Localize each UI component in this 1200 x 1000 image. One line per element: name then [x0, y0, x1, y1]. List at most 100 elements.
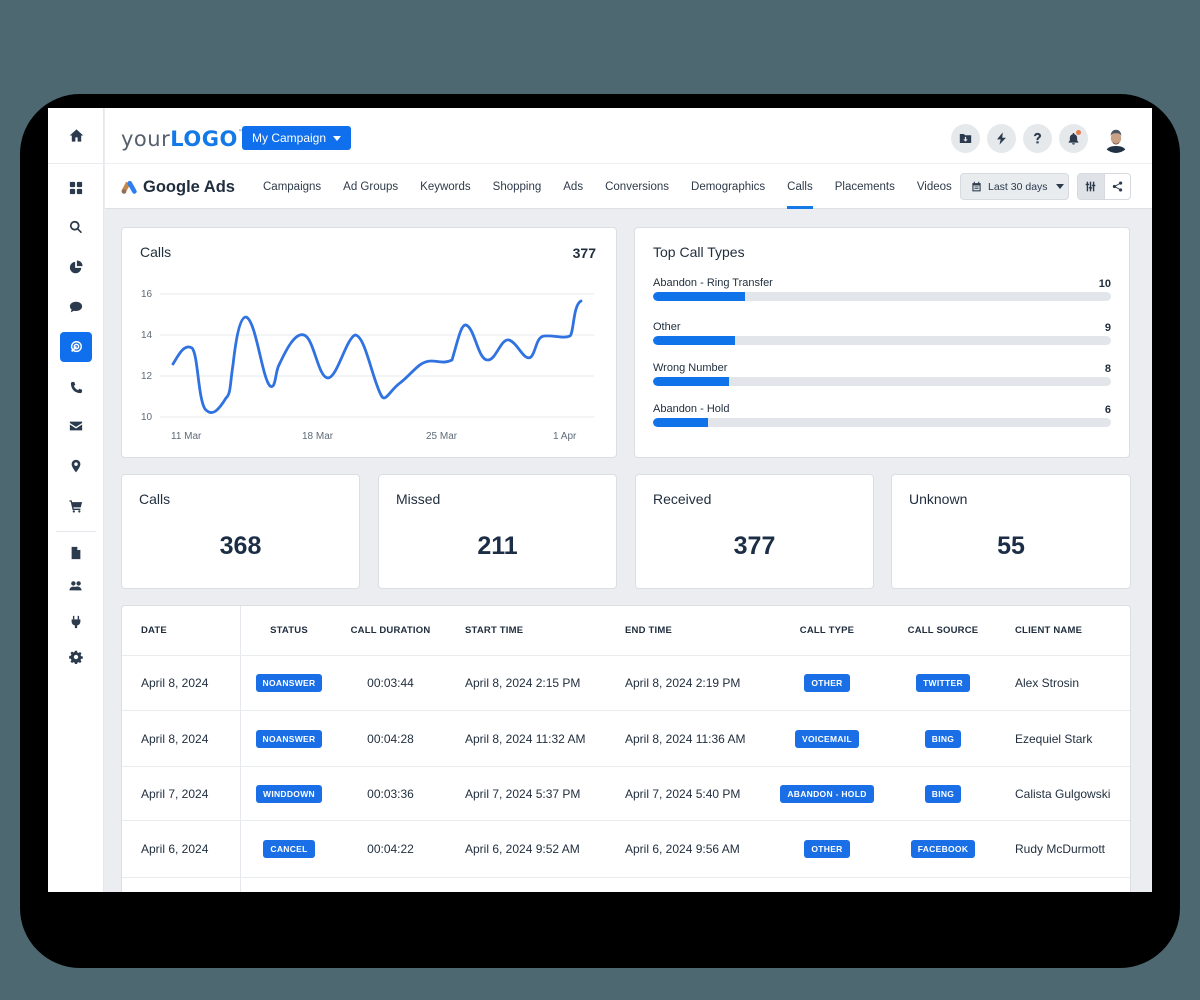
avatar-icon: [1102, 124, 1130, 153]
cell-date: April 7, 2024: [141, 786, 209, 801]
call-type-count: 9: [1104, 322, 1111, 334]
y-tick-14: 14: [141, 330, 153, 341]
notifications-button[interactable]: [1059, 124, 1088, 153]
sidebar-item-users[interactable]: [60, 571, 92, 601]
call-type-count: 6: [1104, 404, 1111, 416]
cell-start-time: April 7, 2024 5:37 PM: [465, 786, 581, 801]
tab-ads[interactable]: Ads: [563, 180, 584, 193]
column-header-call-type[interactable]: CALL TYPE: [799, 625, 855, 636]
cell-date: April 8, 2024: [141, 676, 209, 690]
stat-card-missed: Missed 211: [378, 474, 617, 589]
table-row[interactable]: April 6, 2024 CANCEL 00:04:22 April 6, 2…: [122, 821, 1130, 878]
sidebar-item-documents[interactable]: [60, 538, 92, 568]
tab-calls[interactable]: Calls: [776, 164, 824, 209]
top-call-types-card: Top Call Types Abandon - Ring Transfer 1…: [634, 227, 1130, 458]
y-tick-10: 10: [141, 412, 153, 423]
column-header-end-time[interactable]: END TIME: [625, 625, 672, 636]
tab-keywords[interactable]: Keywords: [420, 180, 471, 193]
notification-dot: [1076, 130, 1081, 135]
sidebar-item-integrations[interactable]: [60, 607, 92, 637]
calls-line: [171, 299, 583, 414]
tab-shopping[interactable]: Shopping: [492, 180, 542, 193]
table-header-row: DATE STATUS CALL DURATION START TIME END…: [122, 606, 1130, 656]
app-logo[interactable]: yourLOGO™: [121, 127, 244, 151]
sidebar-item-email[interactable]: [60, 411, 92, 441]
cell-date: April 6, 2024: [141, 842, 209, 856]
tab-ad-groups[interactable]: Ad Groups: [343, 180, 399, 193]
integration-subnav: Google Ads Campaigns Ad Groups Keywords …: [105, 164, 1152, 209]
table-row[interactable]: April 8, 2024 NOANSWER 00:04:28 April 8,…: [122, 711, 1130, 767]
quick-actions-button[interactable]: [987, 124, 1016, 153]
logo-brand: LOGO: [170, 127, 238, 151]
status-badge: NOANSWER: [255, 729, 323, 748]
plug-icon: [71, 615, 81, 629]
customize-button[interactable]: [1078, 174, 1105, 199]
sidebar: [48, 108, 104, 892]
integration-title: Google Ads: [143, 178, 235, 196]
stat-card-received: Received 377: [635, 474, 874, 589]
cell-client-name: Rudy McDurmott: [1015, 842, 1106, 856]
sidebar-divider: [56, 531, 96, 532]
column-header-status[interactable]: STATUS: [270, 625, 308, 636]
status-badge: WINDDOWN: [256, 784, 322, 803]
call-source-badge: BING: [924, 729, 962, 748]
column-header-date[interactable]: DATE: [141, 625, 167, 636]
cell-client-name: Alex Strosin: [1015, 676, 1080, 690]
tab-demographics[interactable]: Demographics: [691, 180, 766, 193]
column-header-duration[interactable]: CALL DURATION: [350, 625, 431, 636]
sidebar-item-home[interactable]: [48, 108, 104, 164]
column-header-start-time[interactable]: START TIME: [465, 625, 524, 636]
sidebar-item-settings[interactable]: [60, 642, 92, 672]
cell-client-name: Calista Gulgowski: [1015, 786, 1111, 801]
x-tick-11-mar: 11 Mar: [171, 431, 202, 442]
download-folder-button[interactable]: [951, 124, 980, 153]
view-toggle-group: [1077, 173, 1131, 200]
cell-duration: 00:04:22: [367, 842, 414, 856]
cell-start-time: April 6, 2024 9:52 AM: [465, 842, 580, 856]
map-pin-icon: [71, 459, 81, 473]
table-row[interactable]: April 7, 2024 WINDDOWN 00:03:36 April 7,…: [122, 767, 1130, 821]
sidebar-item-shopping[interactable]: [60, 491, 92, 521]
shopping-cart-icon: [69, 500, 83, 513]
tab-campaigns[interactable]: Campaigns: [263, 180, 322, 193]
top-bar: yourLOGO™ My Campaign: [105, 108, 1152, 164]
sidebar-item-chat[interactable]: [60, 292, 92, 322]
user-avatar[interactable]: [1102, 124, 1130, 153]
column-header-call-source[interactable]: CALL SOURCE: [907, 625, 979, 636]
sidebar-item-google-ads[interactable]: [60, 332, 92, 362]
tab-placements[interactable]: Placements: [834, 180, 895, 193]
stat-card-calls: Calls 368: [121, 474, 360, 589]
stat-label: Received: [653, 491, 712, 507]
share-button[interactable]: [1105, 174, 1131, 199]
calls-total: 377: [572, 245, 596, 261]
tab-videos[interactable]: Videos: [916, 180, 952, 193]
caret-down-icon: [1055, 184, 1064, 189]
date-range-label: Last 30 days: [988, 180, 1048, 193]
sidebar-item-reports[interactable]: [60, 252, 92, 282]
calls-line-chart[interactable]: 16 14 12 10 11 Mar 18 Mar 25 Mar 1 Apr: [122, 228, 618, 459]
table-row[interactable]: April 8, 2024 NOANSWER 00:03:44 April 8,…: [122, 656, 1130, 711]
cell-duration: 00:03:44: [367, 676, 414, 690]
cell-client-name: Ezequiel Stark: [1015, 731, 1093, 746]
sidebar-item-location[interactable]: [60, 451, 92, 481]
cell-end-time: April 7, 2024 5:40 PM: [625, 786, 741, 801]
stat-value: 368: [219, 532, 262, 560]
date-range-picker[interactable]: Last 30 days: [960, 173, 1069, 200]
sidebar-item-search[interactable]: [60, 212, 92, 242]
card-title: Top Call Types: [653, 244, 745, 260]
sidebar-item-dashboard[interactable]: [60, 173, 92, 203]
users-icon: [69, 581, 82, 591]
call-type-row: Other 9: [653, 321, 1111, 345]
column-header-client-name[interactable]: CLIENT NAME: [1015, 625, 1083, 636]
call-type-badge: ABANDON - HOLD: [780, 784, 874, 803]
campaign-selector[interactable]: My Campaign: [242, 126, 352, 150]
stat-value: 377: [733, 532, 776, 560]
call-type-row: Abandon - Hold 6: [653, 403, 1111, 427]
home-icon: [69, 129, 83, 142]
folder-download-icon: [959, 134, 972, 143]
help-button[interactable]: [1023, 124, 1052, 153]
tab-conversions[interactable]: Conversions: [605, 180, 670, 193]
y-tick-16: 16: [141, 289, 153, 300]
sidebar-item-calls[interactable]: [60, 373, 92, 403]
sliders-icon: [1085, 181, 1096, 192]
